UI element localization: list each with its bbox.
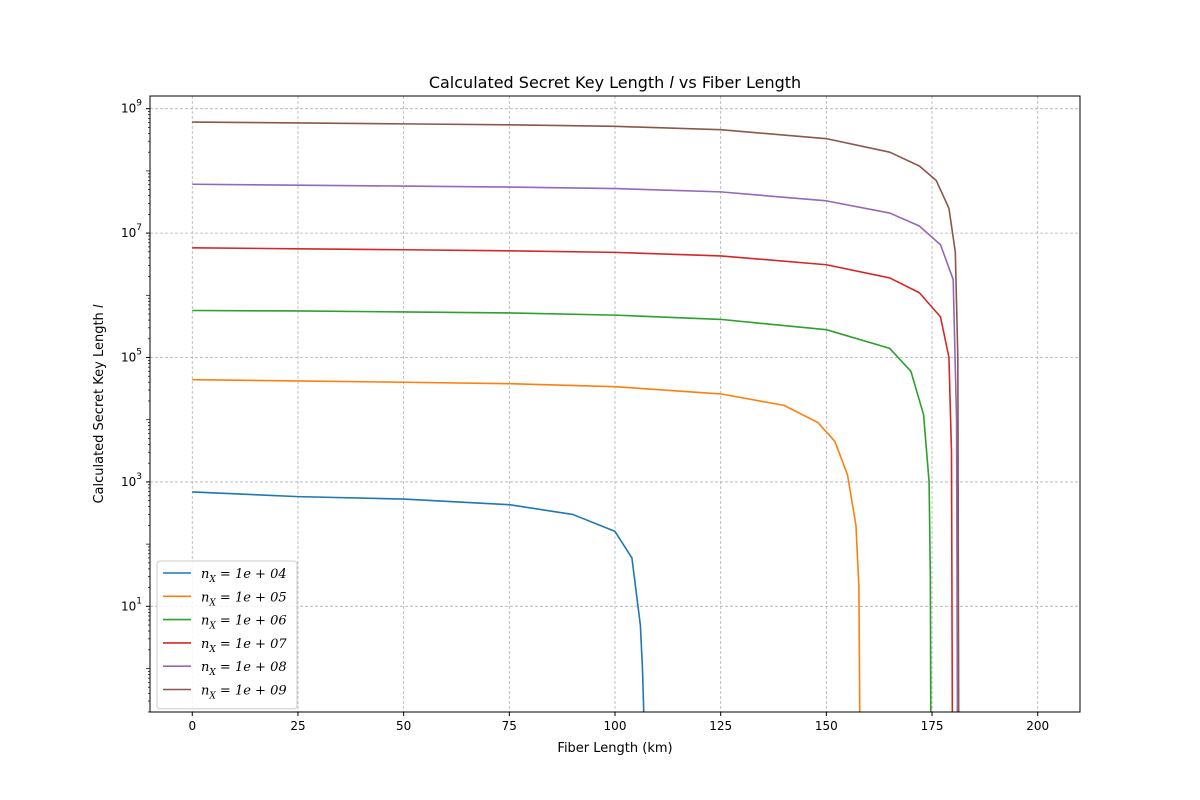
x-tick-label: 75 [502, 719, 517, 733]
series-lines [192, 121, 960, 713]
series-line-3 [192, 309, 932, 713]
grid [150, 96, 1080, 712]
series-line-6 [192, 121, 960, 713]
x-tick-label: 150 [815, 719, 838, 733]
legend-label: nX = 1e + 05 [201, 590, 287, 608]
y-axis-ticks: 101 103 105 107 109 [121, 99, 150, 713]
y-tick-label: 107 [121, 223, 142, 240]
series-line-4 [192, 247, 954, 713]
legend-label: nX = 1e + 06 [201, 614, 287, 632]
series-line-1 [192, 491, 645, 713]
x-tick-label: 100 [604, 719, 627, 733]
y-tick-label: 105 [121, 348, 142, 365]
y-tick-label: 109 [121, 99, 142, 116]
legend-label: nX = 1e + 08 [201, 660, 287, 678]
chart-title: Calculated Secret Key Length l vs Fiber … [429, 73, 801, 92]
legend: nX = 1e + 04 nX = 1e + 05 nX = 1e + 06 nX =… [156, 560, 298, 710]
series-line-5 [192, 183, 959, 713]
legend-box [156, 560, 298, 710]
x-tick-label: 125 [709, 719, 732, 733]
y-axis-label: Calculated Secret Key Length l [92, 304, 107, 503]
x-axis-ticks: 0 25 50 75 100 125 150 175 200 [188, 712, 1049, 733]
legend-label: nX = 1e + 04 [201, 567, 287, 585]
x-tick-label: 25 [290, 719, 305, 733]
x-tick-label: 200 [1026, 719, 1049, 733]
y-tick-label: 101 [121, 596, 142, 613]
series-line-2 [192, 378, 861, 713]
x-tick-label: 175 [921, 719, 944, 733]
legend-label: nX = 1e + 07 [201, 637, 287, 655]
x-axis-label: Fiber Length (km) [557, 741, 672, 756]
y-tick-label: 103 [121, 472, 142, 489]
x-tick-label: 0 [188, 719, 196, 733]
legend-label: nX = 1e + 09 [201, 684, 287, 702]
variable-l: l [92, 304, 107, 308]
x-tick-label: 50 [396, 719, 411, 733]
variable-l: l [669, 73, 674, 92]
